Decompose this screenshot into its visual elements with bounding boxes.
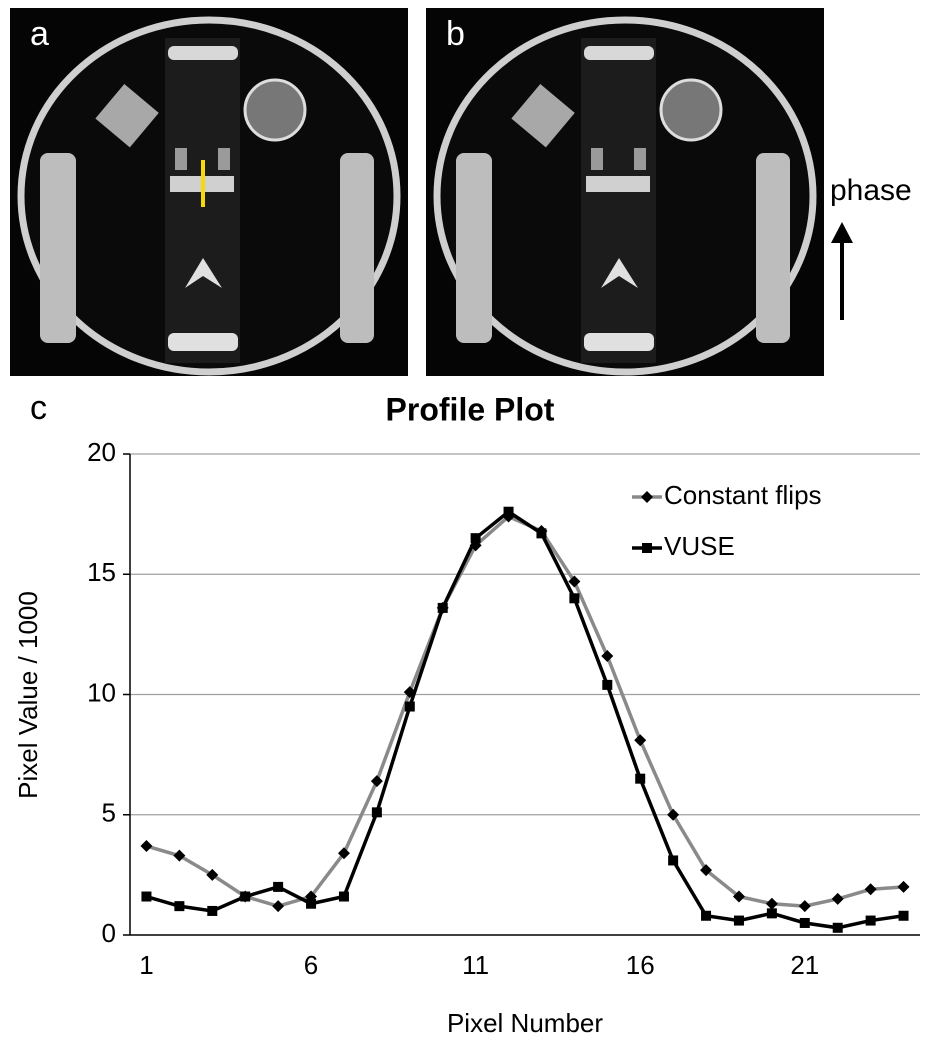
marker (668, 855, 679, 866)
marker (470, 533, 481, 544)
marker (700, 864, 713, 877)
x-axis-label: Pixel Number (447, 1008, 603, 1038)
marker (634, 734, 647, 747)
x-tick-label: 6 (304, 950, 318, 980)
marker (141, 891, 152, 902)
marker (272, 900, 285, 913)
marker (173, 849, 186, 862)
legend-marker (641, 491, 653, 503)
panel-label: a (30, 15, 49, 53)
marker (306, 898, 317, 909)
y-tick-label: 20 (87, 437, 116, 467)
marker (864, 883, 877, 896)
legend-marker (642, 543, 652, 553)
marker (338, 891, 349, 902)
y-tick-label: 10 (87, 677, 116, 707)
marker (765, 897, 778, 910)
marker (601, 650, 614, 663)
x-tick-label: 1 (139, 950, 153, 980)
marker (798, 900, 811, 913)
x-tick-label: 11 (462, 950, 489, 980)
marker (174, 901, 185, 912)
legend-label: Constant flips (664, 480, 822, 510)
legend-label: VUSE (664, 531, 735, 561)
marker (667, 808, 680, 821)
marker (831, 892, 844, 905)
series-line (145, 514, 904, 908)
x-tick-label: 16 (626, 950, 655, 980)
marker (733, 915, 744, 926)
series-line (145, 509, 904, 930)
direction-label: phase (830, 174, 912, 207)
marker (207, 905, 218, 916)
panel-label: c (30, 389, 47, 427)
marker (437, 602, 448, 613)
marker (568, 575, 581, 588)
direction-arrow (831, 222, 853, 320)
marker (371, 807, 382, 818)
y-tick-label: 0 (102, 918, 116, 948)
marker (370, 775, 383, 788)
marker (337, 847, 350, 860)
marker (602, 679, 613, 690)
marker (635, 773, 646, 784)
marker (569, 593, 580, 604)
marker (240, 891, 251, 902)
marker (701, 910, 712, 921)
panel-label: b (446, 15, 465, 53)
marker (898, 910, 909, 921)
y-tick-label: 15 (87, 557, 116, 587)
marker (503, 506, 514, 517)
marker (732, 890, 745, 903)
marker (273, 881, 284, 892)
marker (404, 701, 415, 712)
image-panel-b: b (426, 8, 824, 376)
image-panel-a: a (10, 8, 408, 376)
y-tick-label: 5 (102, 798, 116, 828)
marker (206, 868, 219, 881)
chart-title: Profile Plot (386, 391, 555, 427)
marker (799, 917, 810, 928)
x-tick-label: 21 (790, 950, 819, 980)
marker (140, 840, 153, 853)
marker (766, 908, 777, 919)
marker (832, 922, 843, 933)
y-axis-label: Pixel Value / 1000 (13, 591, 43, 799)
marker (897, 880, 910, 893)
marker (865, 915, 876, 926)
marker (536, 528, 547, 539)
